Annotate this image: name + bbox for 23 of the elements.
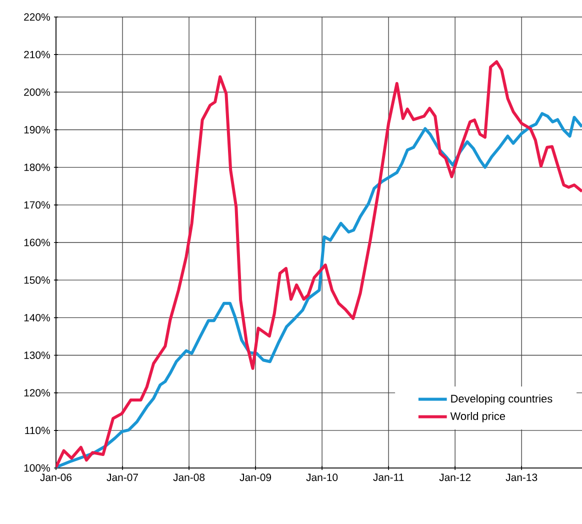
x-tick-label: Jan-08 (173, 474, 205, 482)
y-tick-label: 140% (24, 314, 50, 322)
y-tick-label: 180% (24, 164, 50, 172)
x-tick-label: Jan-11 (373, 474, 404, 481)
x-tick-label: Jan-10 (306, 474, 338, 482)
y-tick-label: 130% (24, 352, 50, 359)
y-tick-label: 120% (24, 389, 50, 397)
x-tick-label: Jan-09 (240, 474, 272, 482)
x-tick-label: Jan-06 (40, 474, 72, 482)
y-tick-label: 100% (24, 464, 50, 472)
y-tick-label: 160% (24, 238, 50, 246)
legend-label: World price (450, 412, 506, 422)
y-tick-label: 110% (25, 426, 50, 434)
y-tick-label: 200% (24, 88, 50, 96)
x-tick-label: Jan-13 (506, 474, 538, 482)
y-tick-label: 170% (24, 201, 50, 209)
x-tick-label: Jan-12 (439, 474, 471, 482)
y-tick-label: 220% (24, 13, 50, 21)
x-tick-label: Jan-07 (106, 474, 138, 482)
y-tick-label: 150% (24, 276, 50, 284)
y-tick-label: 210% (24, 50, 50, 58)
y-tick-label: 190% (24, 126, 50, 134)
legend-label: Developing countries (451, 394, 552, 405)
